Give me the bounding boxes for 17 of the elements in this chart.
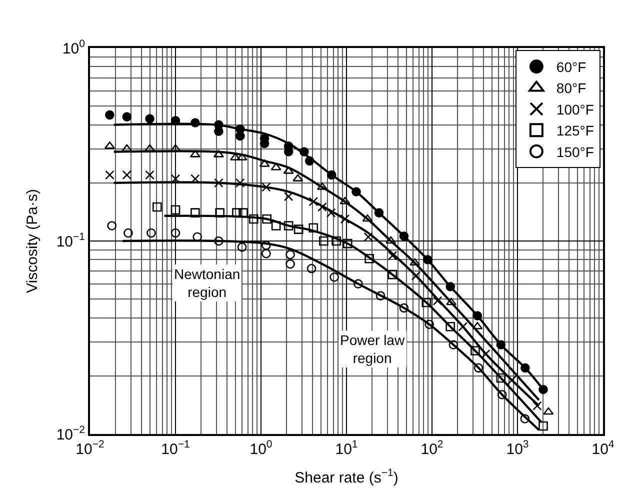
y-tick-label: 10$^{0}$: [62, 38, 86, 58]
y-tick-label: 10$^{−1}$: [56, 230, 86, 250]
x-tick-label: 10$^{4}$: [592, 438, 614, 458]
annotation: Newtonian region: [174, 266, 240, 300]
legend-label: 150°F: [556, 144, 594, 160]
x-tick-label: 10$^{2}$: [420, 438, 444, 458]
legend-label: 80°F: [556, 80, 586, 96]
legend-label: 60°F: [556, 58, 586, 75]
x-tick-label: 10$^{1}$: [335, 438, 358, 458]
x-axis-title: Shear rate (s$^{−1}$): [294, 467, 398, 486]
y-axis-title: Viscosity (Pa·s): [24, 189, 42, 293]
x-tick-label: 10$^{3}$: [506, 438, 529, 458]
x-tick-label: 10$^{−1}$: [161, 438, 190, 458]
legend-label: 125°F: [556, 122, 594, 139]
annotation: Power law region: [340, 332, 406, 366]
x-tick-label: 10$^{0}$: [250, 438, 272, 458]
legend-label: 100°F: [556, 101, 594, 118]
